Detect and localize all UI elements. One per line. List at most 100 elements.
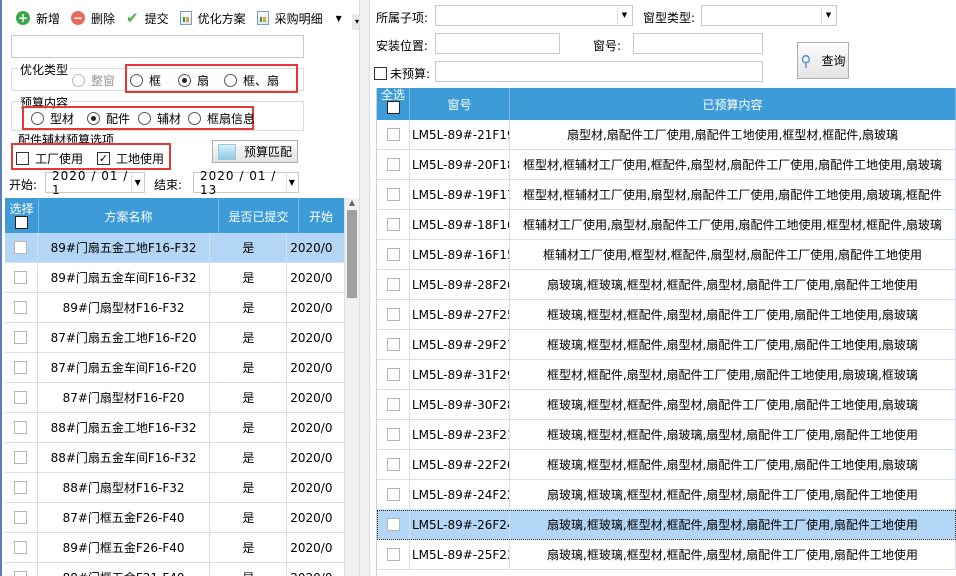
row-checkbox[interactable] (386, 428, 400, 441)
window-row[interactable]: LM5L-89#-18F16 框辅材工厂使用,扇型材,扇配件工厂使用,扇配件工地… (377, 210, 956, 240)
row-checkbox[interactable] (14, 571, 28, 576)
plan-row[interactable]: 87#门扇五金车间F16-F20 是 2020/0 (5, 353, 345, 383)
purchase-detail-button[interactable]: 采购明细 (256, 10, 323, 27)
row-checkbox[interactable] (14, 391, 28, 404)
row-checkbox[interactable] (14, 511, 28, 524)
row-select-cell[interactable] (377, 480, 410, 509)
query-button[interactable]: ⚲ 查询 (797, 42, 849, 79)
row-select-cell[interactable] (377, 330, 410, 359)
chevron-down-icon[interactable]: ▼ (617, 7, 631, 24)
plan-row[interactable]: 87#门扇五金工地F16-F20 是 2020/0 (5, 323, 345, 353)
add-button[interactable]: + 新增 (16, 10, 60, 27)
plan-row[interactable]: 87#门框五金F26-F40 是 2020/0 (5, 503, 345, 533)
toolbar-overflow-button[interactable]: ▾ (352, 14, 362, 30)
row-select-cell[interactable] (377, 210, 410, 239)
row-select-cell[interactable] (5, 353, 38, 382)
row-checkbox[interactable] (14, 481, 28, 494)
splitter[interactable] (359, 0, 370, 576)
row-select-cell[interactable] (377, 180, 410, 209)
chevron-down-icon[interactable]: ▼ (285, 174, 298, 191)
radio-frame-sash[interactable]: 框、扇 (224, 72, 279, 89)
row-select-cell[interactable] (377, 300, 410, 329)
radio-fittings[interactable]: 配件 (87, 110, 130, 127)
row-checkbox[interactable] (386, 278, 400, 291)
row-select-cell[interactable] (377, 510, 410, 539)
submit-button[interactable]: ✔ 提交 (126, 9, 169, 27)
row-checkbox[interactable] (14, 271, 28, 284)
header-window-no[interactable]: 窗号 (410, 88, 510, 120)
row-checkbox[interactable] (386, 158, 400, 171)
select-all-checkbox[interactable] (386, 101, 400, 114)
location-input[interactable] (435, 33, 560, 54)
window-row[interactable]: LM5L-89#-23F21 框玻璃,框型材,框配件,扇玻璃,扇型材,扇配件工厂… (377, 420, 956, 450)
factory-use-checkbox[interactable]: 工厂使用 (16, 150, 83, 167)
row-checkbox[interactable] (386, 338, 400, 351)
radio-profile[interactable]: 型材 (31, 110, 74, 127)
row-checkbox[interactable] (14, 421, 28, 434)
window-row[interactable]: LM5L-89#-20F18 框型材,框辅材工厂使用,框配件,扇型材,扇配件工厂… (377, 150, 956, 180)
row-select-cell[interactable] (377, 540, 410, 569)
window-row[interactable]: LM5L-89#-31F29 框型材,框配件,扇型材,扇配件工厂使用,扇配件工地… (377, 360, 956, 390)
window-row[interactable]: LM5L-89#-21F19 扇型材,扇配件工厂使用,扇配件工地使用,框型材,框… (377, 120, 956, 150)
start-date-picker[interactable]: 2020 / 01 / 1 ▼ (45, 169, 145, 197)
radio-accessories[interactable]: 辅材 (138, 110, 181, 127)
row-checkbox[interactable] (14, 301, 28, 314)
row-select-cell[interactable] (377, 360, 410, 389)
row-select-cell[interactable] (377, 120, 410, 149)
row-checkbox[interactable] (14, 331, 28, 344)
header-start[interactable]: 开始 (299, 199, 345, 233)
window-row[interactable]: LM5L-89#-19F17 框型材,框辅材工厂使用,扇型材,扇配件工厂使用,扇… (377, 180, 956, 210)
budget-match-button[interactable]: 预算匹配 (212, 140, 298, 163)
radio-sash[interactable]: 扇 (178, 72, 209, 89)
row-select-cell[interactable] (5, 293, 38, 322)
select-all-checkbox[interactable] (15, 216, 28, 229)
header-plan-name[interactable]: 方案名称 (39, 199, 219, 233)
header-budget-content[interactable]: 已预算内容 (510, 88, 956, 120)
row-checkbox[interactable] (14, 361, 28, 374)
window-row[interactable]: LM5L-89#-22F20 框玻璃,框型材,框配件,扇型材,扇配件工厂使用,扇… (377, 450, 956, 480)
radio-frame[interactable]: 框 (130, 72, 161, 89)
chevron-down-icon[interactable]: ▼ (821, 7, 835, 24)
row-select-cell[interactable] (5, 413, 38, 442)
end-date-picker[interactable]: 2020 / 01 / 13 ▼ (193, 169, 299, 197)
row-select-cell[interactable] (5, 323, 38, 352)
window-type-select[interactable]: ▼ (701, 5, 837, 26)
row-select-cell[interactable] (377, 390, 410, 419)
window-row[interactable]: LM5L-89#-25F23 扇玻璃,框玻璃,框型材,框配件,扇型材,扇配件工厂… (377, 540, 956, 570)
header-submitted[interactable]: 是否已提交 (219, 199, 299, 233)
row-select-cell[interactable] (5, 563, 38, 576)
window-row[interactable]: LM5L-89#-28F26 扇玻璃,框玻璃,框型材,框配件,扇型材,扇配件工厂… (377, 270, 956, 300)
window-no-input[interactable] (633, 33, 763, 54)
select-all-header[interactable]: 选择 (5, 199, 39, 233)
select-all-header[interactable]: 全选 (377, 88, 410, 120)
row-select-cell[interactable] (5, 233, 38, 262)
row-checkbox[interactable] (14, 241, 28, 254)
row-checkbox[interactable] (14, 451, 28, 464)
row-checkbox[interactable] (386, 308, 400, 321)
row-select-cell[interactable] (377, 150, 410, 179)
row-checkbox[interactable] (386, 248, 400, 261)
row-checkbox[interactable] (14, 541, 28, 554)
row-checkbox[interactable] (386, 218, 400, 231)
row-select-cell[interactable] (5, 263, 38, 292)
row-select-cell[interactable] (5, 503, 38, 532)
row-select-cell[interactable] (377, 450, 410, 479)
plan-row[interactable]: 89#门扇五金车间F16-F32 是 2020/0 (5, 263, 345, 293)
row-checkbox[interactable] (386, 458, 400, 471)
plan-row[interactable]: 88#门扇五金工地F16-F32 是 2020/0 (5, 413, 345, 443)
row-checkbox[interactable] (386, 398, 400, 411)
row-checkbox[interactable] (386, 488, 400, 501)
row-select-cell[interactable] (5, 473, 38, 502)
subitem-select[interactable]: ▼ (435, 5, 633, 26)
row-select-cell[interactable] (5, 533, 38, 562)
radio-frame-sash-info[interactable]: 框扇信息 (188, 110, 255, 127)
window-row[interactable]: LM5L-89#-26F24 扇玻璃,框玻璃,框型材,框配件,扇型材,扇配件工厂… (377, 510, 956, 540)
radio-whole-window[interactable]: 整窗 (72, 72, 115, 89)
scroll-up-icon[interactable]: ▲ (348, 198, 356, 207)
plan-row[interactable]: 88#门扇型材F16-F32 是 2020/0 (5, 473, 345, 503)
toolbar-dropdown-icon[interactable]: ▼ (335, 13, 342, 23)
window-row[interactable]: LM5L-89#-27F25 框玻璃,框型材,框配件,扇型材,扇配件工厂使用,扇… (377, 300, 956, 330)
search-input[interactable] (11, 35, 304, 58)
unbudgeted-input[interactable] (435, 61, 763, 82)
unbudgeted-checkbox[interactable]: 未预算: (374, 65, 430, 82)
